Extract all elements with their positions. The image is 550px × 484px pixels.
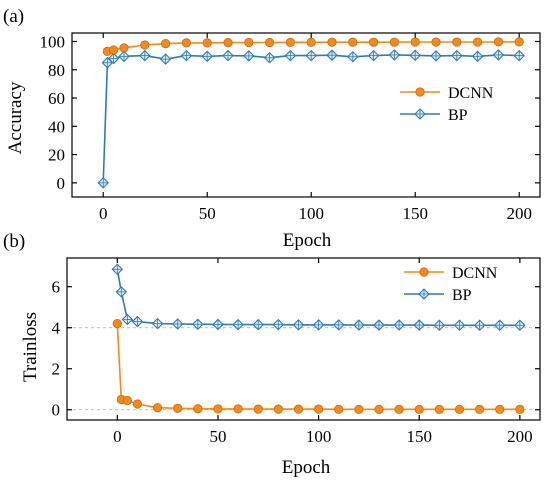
trainloss-dcnn-point xyxy=(253,404,263,414)
accuracy-dcnn-point xyxy=(348,37,358,47)
accuracy-dcnn-point xyxy=(368,37,379,47)
accuracy-dcnn-line xyxy=(107,41,520,53)
trainloss-dcnn-point xyxy=(495,404,505,414)
trainloss-dcnn-point xyxy=(313,404,324,414)
accuracy-dcnn-point xyxy=(244,37,254,48)
accuracy-dcnn-point xyxy=(431,37,441,47)
trainloss-y-tick-label: 2 xyxy=(52,360,61,379)
accuracy-dcnn-point xyxy=(472,37,483,47)
trainloss-dcnn-point xyxy=(132,399,143,409)
trainloss-x-tick-label: 150 xyxy=(406,427,432,446)
trainloss-legend-bp-label: BP xyxy=(452,287,472,304)
trainloss-dcnn-point xyxy=(515,404,525,414)
trainloss-dcnn-point xyxy=(213,404,223,414)
accuracy-y-tick-label: 0 xyxy=(57,174,66,193)
accuracy-dcnn-point xyxy=(161,39,171,49)
accuracy-dcnn-point xyxy=(514,37,524,47)
accuracy-legend-dcnn-marker xyxy=(415,87,425,97)
trainloss-axes-frame xyxy=(66,257,541,421)
trainloss-dcnn-point xyxy=(273,404,283,414)
trainloss-y-axis-title: Trainloss xyxy=(20,312,41,382)
trainloss-y-tick-label: 0 xyxy=(52,401,61,420)
trainloss-dcnn-line xyxy=(116,323,520,411)
trainloss-x-tick-label: 200 xyxy=(507,427,533,446)
trainloss-dcnn-point xyxy=(334,404,344,414)
trainloss-x-tick-label: 50 xyxy=(209,427,226,446)
trainloss-dcnn-point xyxy=(454,404,465,414)
trainloss-dcnn-point xyxy=(112,319,122,329)
accuracy-dcnn-point xyxy=(493,37,503,47)
accuracy-legend-dcnn-label: DCNN xyxy=(448,85,494,102)
accuracy-x-tick-label: 150 xyxy=(402,204,428,223)
trainloss-dcnn-point xyxy=(293,404,304,414)
trainloss-dcnn-point xyxy=(434,404,444,414)
trainloss-dcnn-point xyxy=(193,404,203,414)
accuracy-x-tick-label: 100 xyxy=(298,204,324,223)
trainloss-dcnn-point xyxy=(152,403,163,413)
accuracy-axes-frame xyxy=(71,32,541,198)
panel-label-b: (b) xyxy=(3,231,25,252)
accuracy-x-tick-label: 0 xyxy=(99,204,108,223)
accuracy-y-axis-title: Accuracy xyxy=(5,81,26,154)
trainloss-dcnn-point xyxy=(414,404,424,414)
accuracy-dcnn-point xyxy=(452,37,462,47)
trainloss-x-tick-label: 0 xyxy=(113,427,122,446)
panel-label-a: (a) xyxy=(3,6,24,27)
accuracy-y-tick-label: 80 xyxy=(48,61,65,80)
accuracy-dcnn-point xyxy=(306,37,316,47)
accuracy-dcnn-point xyxy=(389,37,399,47)
trainloss-dcnn-point xyxy=(394,404,404,414)
accuracy-dcnn-point xyxy=(202,38,212,48)
accuracy-dcnn-point xyxy=(410,37,420,47)
accuracy-dcnn-point xyxy=(109,45,119,55)
accuracy-plot-area: 0 50 100 150 200 0 20 40 60 80 100 DCNN BP xyxy=(40,32,541,223)
trainloss-plot-area: 0 50 100 150 200 0 2 4 6 DCNN BP xyxy=(52,257,541,446)
trainloss-y-tick-label: 6 xyxy=(52,278,61,297)
accuracy-y-tick-label: 40 xyxy=(48,117,65,136)
accuracy-legend-bp-label: BP xyxy=(448,107,468,124)
accuracy-dcnn-point xyxy=(327,37,337,47)
accuracy-y-tick-label: 60 xyxy=(48,89,65,108)
accuracy-x-tick-label: 50 xyxy=(199,204,216,223)
accuracy-panel: (a) Accuracy Epoch 0 50 100 150 200 0 20 40 60 80… xyxy=(3,6,541,251)
trainloss-dcnn-point xyxy=(374,404,384,414)
trainloss-panel: (b) Trainloss Epoch 0 50 100 150 200 0 2 4 6 DCNN… xyxy=(3,231,541,478)
trainloss-x-axis-title: Epoch xyxy=(282,457,331,478)
trainloss-legend-dcnn-marker xyxy=(419,267,429,277)
accuracy-y-tick-label: 100 xyxy=(40,32,66,51)
accuracy-x-axis-title: Epoch xyxy=(283,230,332,251)
trainloss-dcnn-point xyxy=(173,403,183,413)
accuracy-dcnn-point xyxy=(264,37,275,48)
trainloss-y-tick-label: 4 xyxy=(52,319,61,338)
trainloss-dcnn-point xyxy=(354,404,364,414)
trainloss-legend-dcnn-label: DCNN xyxy=(452,265,498,282)
accuracy-dcnn-point xyxy=(181,38,191,48)
accuracy-dcnn-point xyxy=(140,40,150,50)
accuracy-y-tick-label: 20 xyxy=(48,146,65,165)
trainloss-dcnn-point xyxy=(233,404,243,414)
trainloss-dcnn-point xyxy=(122,395,132,406)
trainloss-dcnn-point xyxy=(475,404,485,414)
accuracy-dcnn-point xyxy=(119,43,129,53)
accuracy-x-tick-label: 200 xyxy=(506,204,532,223)
accuracy-dcnn-point xyxy=(285,37,295,47)
trainloss-x-tick-label: 100 xyxy=(306,427,332,446)
accuracy-dcnn-point xyxy=(223,38,233,48)
